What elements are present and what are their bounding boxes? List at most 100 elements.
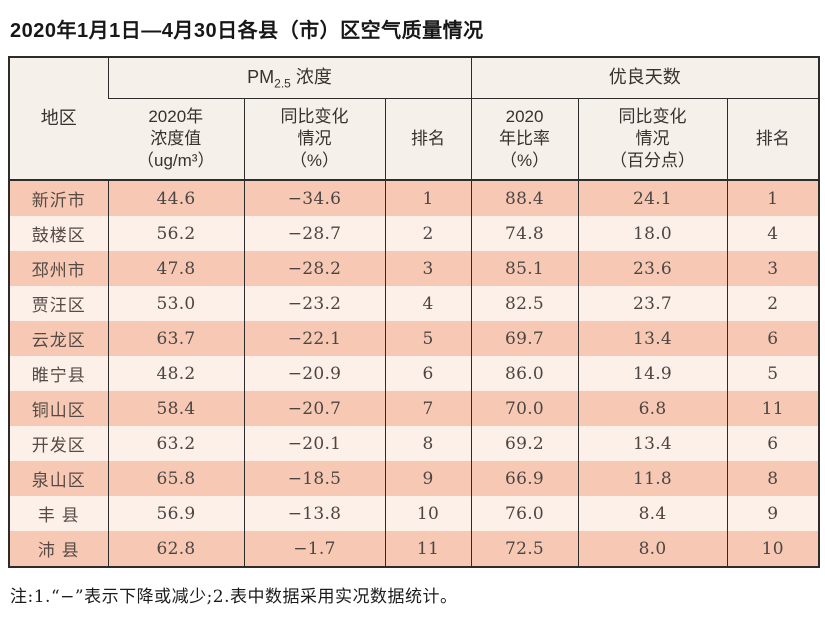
gd-ratio-cell: 72.5 bbox=[470, 531, 579, 567]
pm-rank-cell: 6 bbox=[384, 356, 472, 391]
region-cell: 鼓楼区 bbox=[31, 226, 86, 245]
pm-rank-header: 排名 bbox=[384, 98, 472, 180]
table-row: 泉山区 65.8 −18.5 9 66.9 11.8 8 bbox=[9, 461, 820, 496]
table-row: 云龙区 63.7 −22.1 5 69.7 13.4 6 bbox=[9, 321, 820, 356]
region-cell: 泉山区 bbox=[31, 471, 86, 490]
gd-ratio-cell: 76.0 bbox=[470, 496, 579, 531]
gd-change-cell: 23.7 bbox=[577, 286, 728, 321]
page: 2020年1月1日—4月30日各县（市）区空气质量情况 地区 PM2.5 浓度 … bbox=[8, 20, 821, 607]
pm-change-cell: −34.6 bbox=[243, 179, 385, 216]
region-cell: 沛 县 bbox=[37, 541, 80, 560]
gd-rank-cell: 11 bbox=[726, 391, 820, 426]
table-row: 新沂市 44.6 −34.6 1 88.4 24.1 1 bbox=[9, 179, 820, 216]
pm-value-cell: 56.2 bbox=[107, 216, 244, 251]
gd-rank-cell: 8 bbox=[726, 461, 820, 496]
pm-change-cell: −20.7 bbox=[243, 391, 385, 426]
pm-change-cell: −28.7 bbox=[243, 216, 385, 251]
gd-ratio-cell: 74.8 bbox=[470, 216, 579, 251]
gd-change-cell: 23.6 bbox=[577, 251, 728, 286]
gd-change-cell: 6.8 bbox=[577, 391, 728, 426]
pm-change-cell: −20.9 bbox=[243, 356, 385, 391]
pm-rank-cell: 7 bbox=[384, 391, 472, 426]
footnote: 注:1.“−”表示下降或减少;2.表中数据采用实况数据统计。 bbox=[10, 587, 458, 607]
region-cell: 邳州市 bbox=[31, 261, 86, 280]
pm-value-header: 2020年 浓度值 （ug/m³） bbox=[108, 98, 244, 180]
pm-rank-cell: 3 bbox=[384, 251, 472, 286]
pm-change-cell: −18.5 bbox=[243, 461, 385, 496]
pm-rank-cell: 11 bbox=[384, 531, 472, 567]
pm-change-cell: −1.7 bbox=[243, 531, 385, 567]
pm-change-cell: −13.8 bbox=[243, 496, 385, 531]
table-row: 贾汪区 53.0 −23.2 4 82.5 23.7 2 bbox=[9, 286, 820, 321]
pm-rank-cell: 1 bbox=[384, 179, 472, 216]
pm-value-cell: 65.8 bbox=[107, 461, 244, 496]
region-cell: 开发区 bbox=[31, 436, 86, 455]
region-cell: 丰 县 bbox=[37, 506, 80, 525]
gd-change-cell: 13.4 bbox=[577, 426, 728, 461]
pm-change-cell: −28.2 bbox=[243, 251, 385, 286]
region-cell: 新沂市 bbox=[9, 179, 108, 216]
table-row: 邳州市 47.8 −28.2 3 85.1 23.6 3 bbox=[9, 251, 820, 286]
table-row: 沛 县 62.8 −1.7 11 72.5 8.0 10 bbox=[9, 531, 820, 567]
table-row: 铜山区 58.4 −20.7 7 70.0 6.8 11 bbox=[9, 391, 820, 426]
pm-value-cell: 47.8 bbox=[107, 251, 244, 286]
gd-ratio-cell: 85.1 bbox=[470, 251, 579, 286]
pm-value-cell: 63.7 bbox=[107, 321, 244, 356]
region-cell: 睢宁县 bbox=[31, 366, 86, 385]
gd-ratio-cell: 86.0 bbox=[470, 356, 579, 391]
gd-rank-cell: 6 bbox=[726, 321, 820, 356]
gd-rank-header: 排名 bbox=[726, 98, 820, 180]
gd-change-cell: 13.4 bbox=[577, 321, 728, 356]
air-quality-table: 地区 PM2.5 浓度 优良天数 2020年 浓度值 （ug/m³） 同比变化 … bbox=[8, 56, 821, 568]
pm-value-cell: 53.0 bbox=[107, 286, 244, 321]
table-body: 新沂市 44.6 −34.6 1 88.4 24.1 1 鼓楼区 56.2 −2… bbox=[9, 179, 820, 567]
region-cell: 贾汪区 bbox=[31, 296, 86, 315]
gd-ratio-cell: 88.4 bbox=[470, 179, 579, 216]
gd-ratio-cell: 70.0 bbox=[470, 391, 579, 426]
region-header-cell: 地区 bbox=[9, 57, 108, 180]
gd-change-cell: 11.8 bbox=[577, 461, 728, 496]
gd-rank-cell: 4 bbox=[726, 216, 820, 251]
pm-value-cell: 48.2 bbox=[107, 356, 244, 391]
header-sub-row: 2020年 浓度值 （ug/m³） 同比变化 情况 （%） 排名 2020 年比… bbox=[9, 98, 820, 180]
pm-rank-cell: 9 bbox=[384, 461, 472, 496]
good-days-group-header: 优良天数 bbox=[470, 57, 820, 99]
pm25-label-suffix: 浓度 bbox=[290, 67, 332, 88]
gd-rank-cell: 2 bbox=[726, 286, 820, 321]
pm-rank-cell: 4 bbox=[384, 286, 472, 321]
pm-change-header: 同比变化 情况 （%） bbox=[243, 98, 385, 180]
table-row: 丰 县 56.9 −13.8 10 76.0 8.4 9 bbox=[9, 496, 820, 531]
pm-rank-cell: 2 bbox=[384, 216, 472, 251]
gd-change-header: 同比变化 情况 （百分点） bbox=[577, 98, 728, 180]
gd-rank-cell: 10 bbox=[726, 531, 820, 567]
pm-value-cell: 63.2 bbox=[107, 426, 244, 461]
page-title: 2020年1月1日—4月30日各县（市）区空气质量情况 bbox=[10, 20, 484, 42]
pm-value-cell: 58.4 bbox=[107, 391, 244, 426]
gd-change-cell: 8.0 bbox=[577, 531, 728, 567]
gd-change-cell: 14.9 bbox=[577, 356, 728, 391]
region-cell: 铜山区 bbox=[31, 401, 86, 420]
pm-value-cell: 44.6 bbox=[107, 179, 244, 216]
pm-rank-cell: 8 bbox=[384, 426, 472, 461]
pm25-label-subscript: 2.5 bbox=[274, 77, 291, 92]
gd-rank-cell: 3 bbox=[726, 251, 820, 286]
pm-rank-cell: 10 bbox=[384, 496, 472, 531]
header-group-row: 地区 PM2.5 浓度 优良天数 bbox=[9, 57, 820, 180]
table-row: 鼓楼区 56.2 −28.7 2 74.8 18.0 4 bbox=[9, 216, 820, 251]
pm-rank-cell: 5 bbox=[384, 321, 472, 356]
table-header: 地区 PM2.5 浓度 优良天数 2020年 浓度值 （ug/m³） 同比变化 … bbox=[9, 57, 820, 180]
pm-change-cell: −22.1 bbox=[243, 321, 385, 356]
gd-ratio-cell: 69.2 bbox=[470, 426, 579, 461]
pm25-group-header: PM2.5 浓度 bbox=[107, 57, 472, 99]
gd-rank-cell: 9 bbox=[726, 496, 820, 531]
table-row: 开发区 63.2 −20.1 8 69.2 13.4 6 bbox=[9, 426, 820, 461]
gd-rank-cell: 6 bbox=[726, 426, 820, 461]
pm-value-cell: 62.8 bbox=[107, 531, 244, 567]
gd-change-cell: 24.1 bbox=[577, 179, 728, 216]
pm-change-cell: −23.2 bbox=[243, 286, 385, 321]
gd-ratio-cell: 82.5 bbox=[470, 286, 579, 321]
gd-rank-cell: 5 bbox=[726, 356, 820, 391]
gd-rank-cell: 1 bbox=[726, 179, 820, 216]
gd-change-cell: 8.4 bbox=[577, 496, 728, 531]
table-row: 睢宁县 48.2 −20.9 6 86.0 14.9 5 bbox=[9, 356, 820, 391]
